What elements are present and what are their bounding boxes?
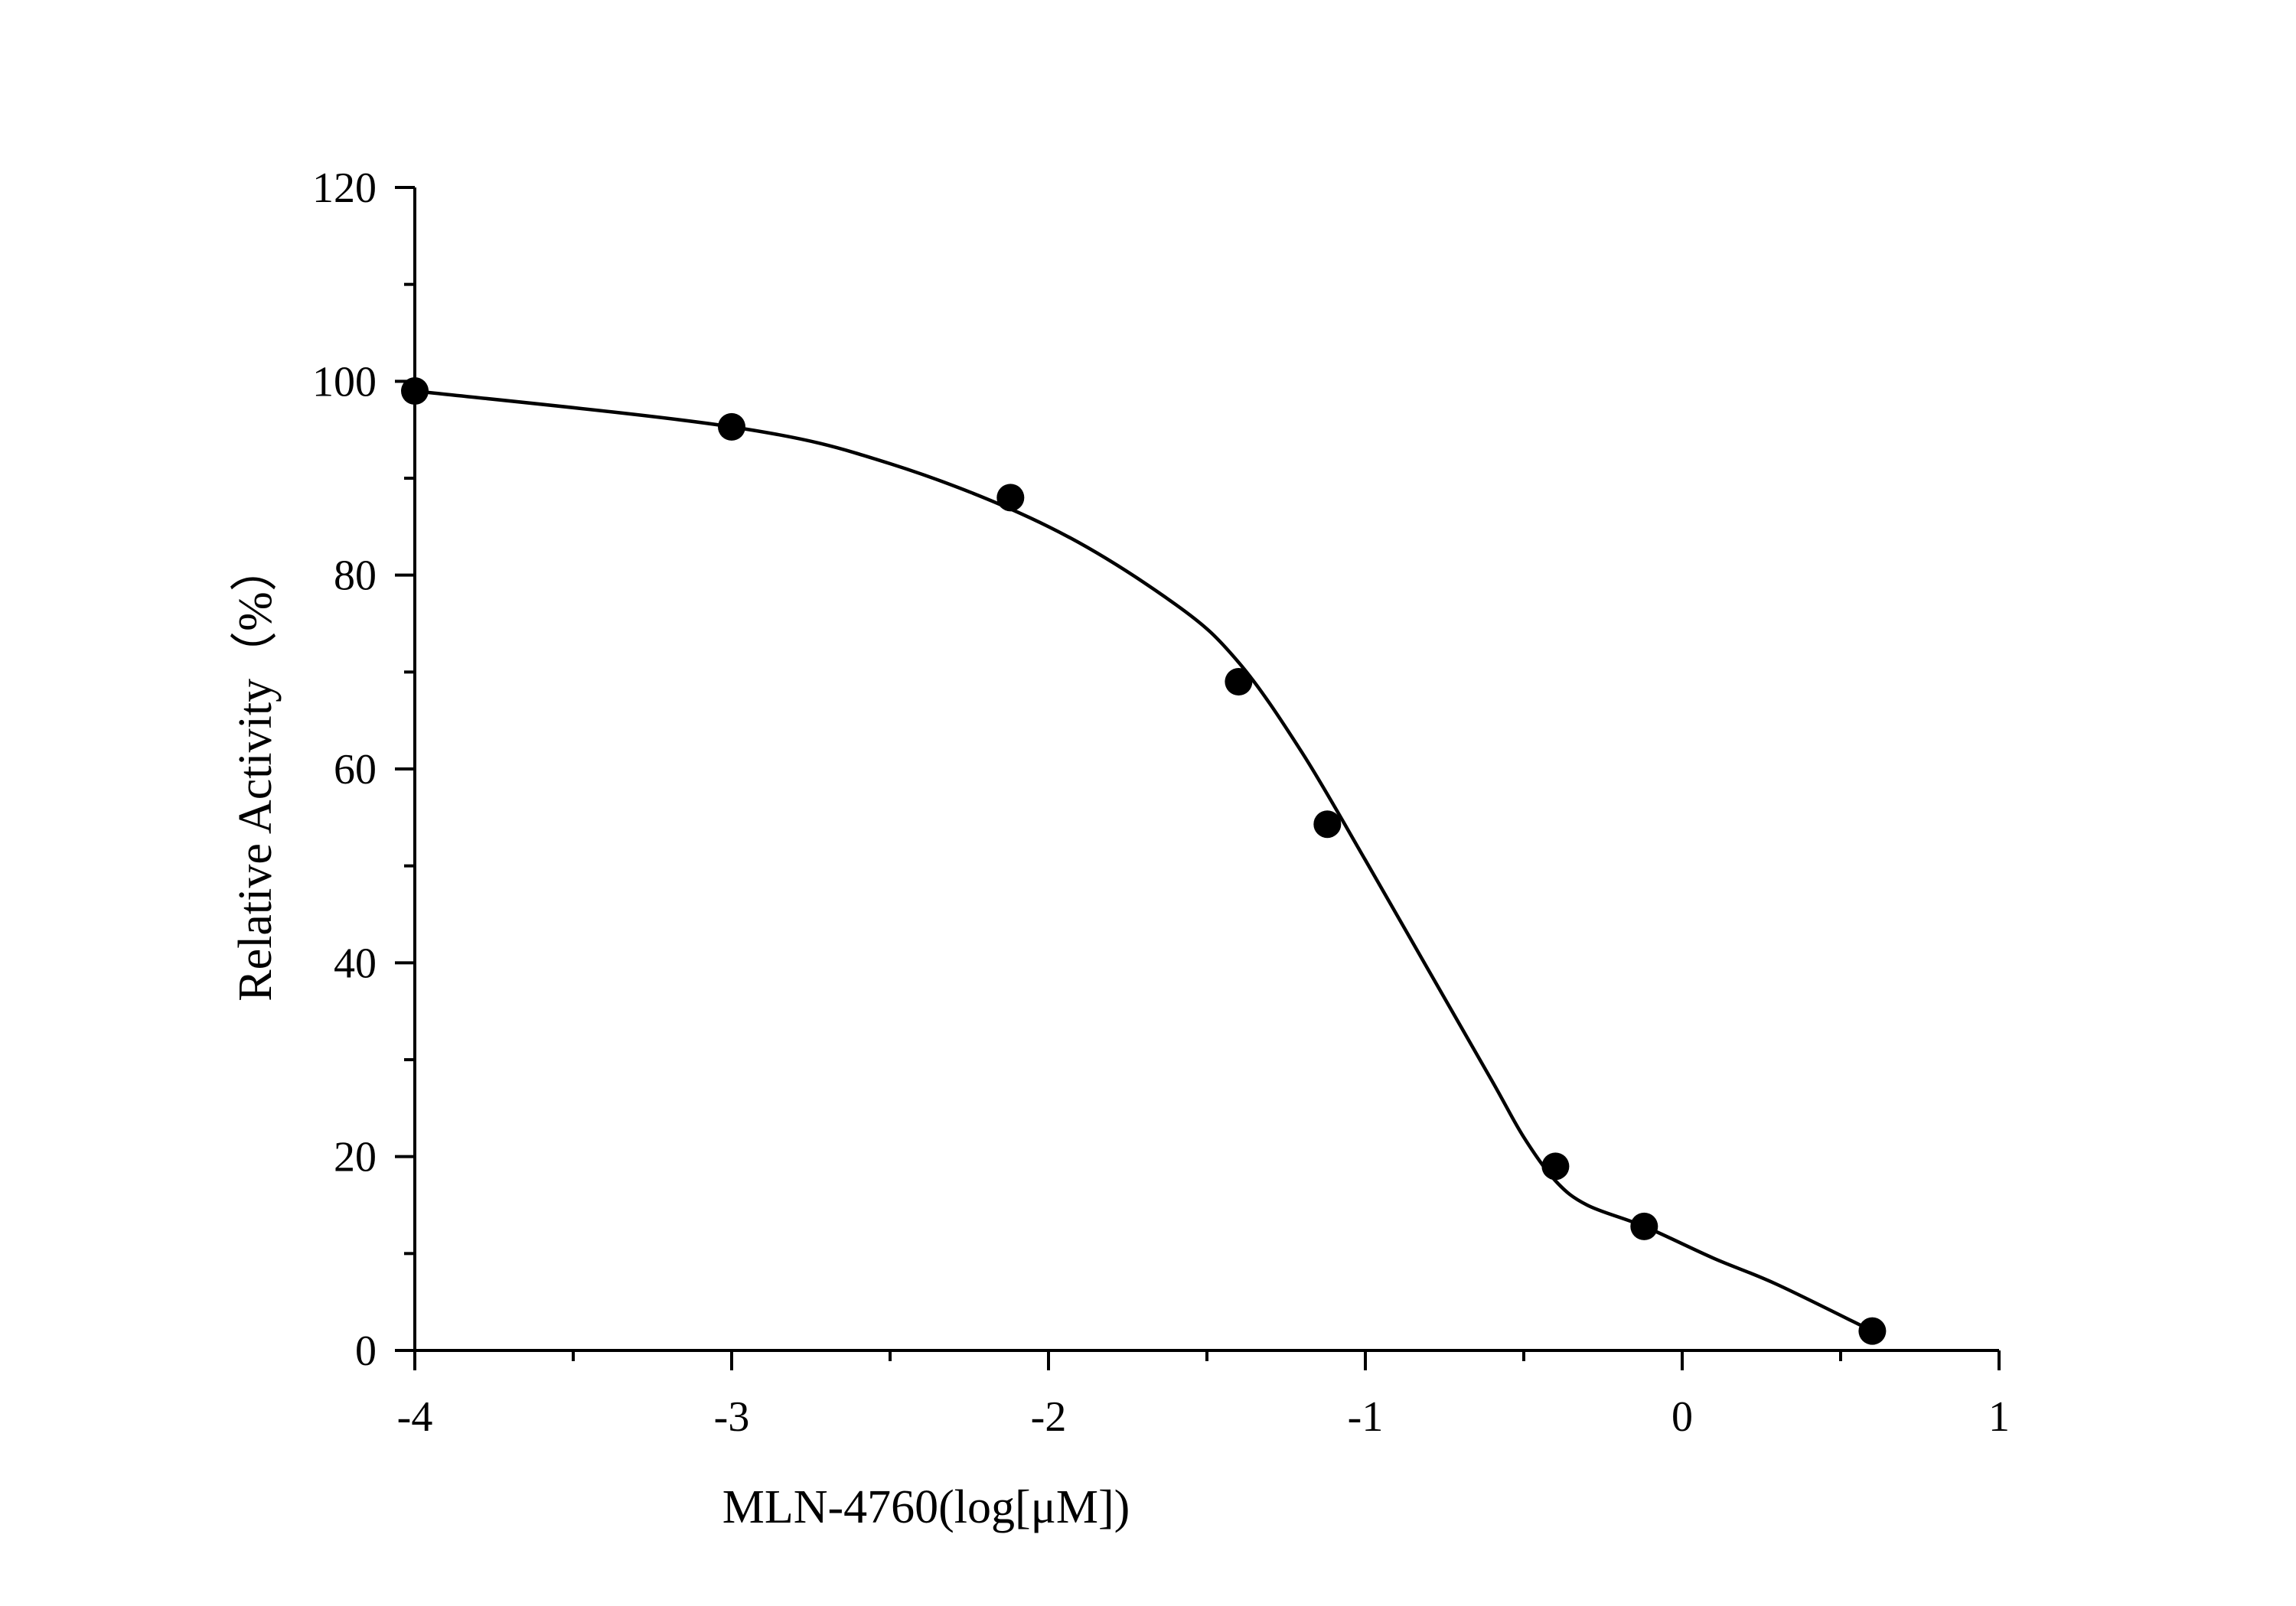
fitted-curve-layer [414,389,1874,1333]
x-tick-label: 0 [1671,1393,1693,1441]
data-point [996,484,1025,512]
data-point [718,412,745,441]
y-axis-title: Relative Activity（%） [230,544,282,1002]
x-tick-label: -1 [1348,1393,1384,1441]
x-tick-label: -3 [714,1393,750,1441]
x-axis-title: MLN-4760(log[μM]) [722,1481,1130,1533]
x-tick-label: 1 [1988,1393,2010,1441]
data-point [1541,1152,1570,1181]
data-point [1630,1212,1658,1240]
y-tick-label: 120 [312,165,377,212]
data-points-layer [401,377,1887,1345]
data-point [1225,668,1253,695]
y-tick-label: 0 [355,1327,377,1375]
y-tick-label: 80 [334,552,377,600]
x-tick-label: -2 [1031,1393,1067,1441]
data-point [1858,1317,1887,1345]
data-point [401,377,429,405]
data-point [1313,810,1342,839]
axes: 0 20 40 60 80 100 120 -4 -3 -2 -1 0 1 [312,165,2010,1441]
y-tick-label: 60 [334,746,377,793]
y-tick-label: 40 [334,940,377,987]
x-tick-label: -4 [397,1393,433,1441]
y-tick-label: 100 [312,358,377,406]
y-tick-label: 20 [334,1134,377,1181]
fitted-curve-line [414,389,1874,1333]
